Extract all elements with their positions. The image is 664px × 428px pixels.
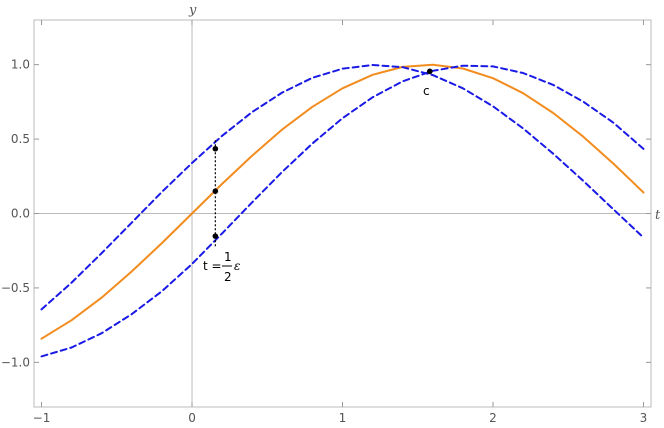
y-tick-label: 1.0 — [11, 58, 30, 72]
x-tick-label: 3 — [640, 411, 648, 425]
markers — [212, 68, 433, 247]
dashed-series-line-2 — [40, 64, 645, 358]
axes — [34, 20, 651, 407]
solid-series-line-0 — [40, 63, 645, 340]
dashed-series-line-1 — [40, 64, 645, 311]
x-tick-label: −1 — [33, 411, 51, 425]
x-tick-label: 2 — [489, 411, 497, 425]
y-tick-label: 0.5 — [11, 132, 30, 146]
ticks: −1 0 1 2 3 −1.0 −0.5 0.0 0.5 1.0 — [1, 20, 651, 425]
t-annotation-prefix: t = — [203, 259, 222, 273]
marker-point-3 — [426, 68, 433, 75]
marker-point-0 — [212, 145, 219, 152]
x-tick-label: 1 — [339, 411, 347, 425]
y-axis-label: y — [188, 3, 197, 18]
y-tick-label: 0.0 — [11, 207, 30, 221]
t-annotation-numerator: 1 — [224, 250, 232, 264]
marker-point-1 — [212, 188, 219, 194]
marker-point-2 — [212, 233, 219, 239]
x-axis-label: t — [655, 208, 661, 223]
y-tick-label: −1.0 — [1, 355, 30, 369]
series — [40, 63, 645, 358]
y-tick-label: −0.5 — [1, 281, 30, 295]
x-tick-label: 0 — [188, 411, 196, 425]
t-annotation-epsilon: ε — [234, 259, 240, 273]
t-annotation: t = 1 2 ε — [203, 250, 240, 284]
t-annotation-denominator: 2 — [224, 270, 232, 284]
c-annotation: c — [423, 84, 430, 98]
